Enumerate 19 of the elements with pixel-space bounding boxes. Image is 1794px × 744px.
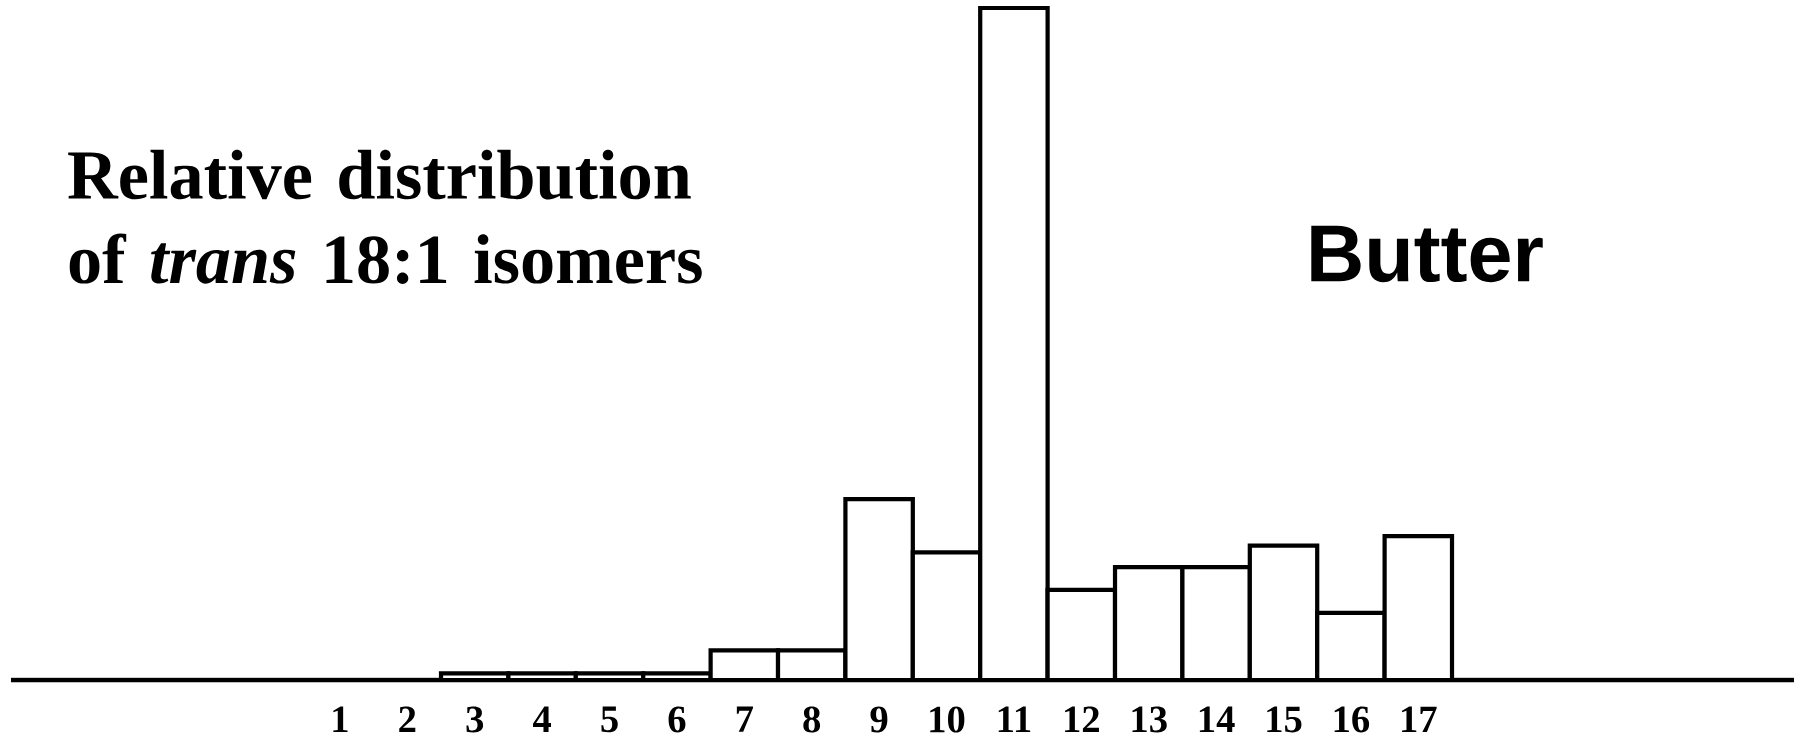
x-tick-label: 10 [930,706,965,733]
x-tick-label: 5 [601,706,618,733]
x-tick-label: 17 [1402,706,1437,732]
x-tick-label: 15 [1267,706,1302,733]
x-tick-label: 4 [533,706,552,732]
x-tick-label: 3 [466,706,484,733]
x-tick-label: 11 [998,706,1031,732]
x-tick-label: 1 [333,706,348,732]
x-tick-label: 13 [1132,706,1167,733]
text: Relative distribution of trans 18:1 isomers [68,149,702,284]
x-tick-label: 12 [1065,706,1099,733]
x-tick-label: 6 [668,706,686,733]
x-tick-label: 2 [399,706,416,733]
x-tick-label: 9 [870,706,888,733]
annotation: Butter [1311,225,1543,283]
x-tick-label: 16 [1334,706,1370,733]
x-tick-label: 7 [736,706,754,732]
x-tick-label: 14 [1199,706,1235,732]
x-tick-label: 8 [803,706,821,733]
